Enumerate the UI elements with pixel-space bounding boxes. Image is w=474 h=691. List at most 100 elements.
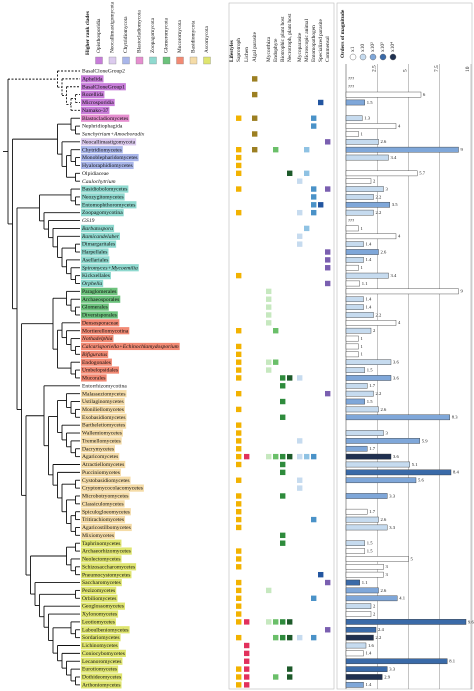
bar — [345, 398, 365, 405]
bar-value-label: 2.6 — [381, 517, 387, 522]
taxon-label: Neocallimastigomycota — [82, 139, 136, 145]
bar — [345, 430, 384, 436]
lifestyle-marker — [297, 438, 303, 444]
taxon-label: Tritirachiomycetes — [82, 517, 124, 523]
lifestyle-marker — [236, 390, 242, 397]
bar — [345, 406, 379, 413]
bar — [345, 146, 459, 153]
bar — [345, 390, 374, 397]
bar — [345, 272, 389, 279]
bar — [345, 115, 363, 122]
bar — [345, 201, 390, 208]
clade-highlight — [81, 578, 122, 587]
clade-highlight — [81, 618, 116, 626]
lifestyle-marker — [236, 634, 242, 641]
bar — [345, 249, 379, 255]
clade-highlight — [81, 272, 111, 280]
lifestyle-marker — [252, 76, 258, 82]
bar-value-label: 4.1 — [399, 596, 405, 601]
clade-highlight — [81, 374, 107, 382]
lifestyle-marker — [297, 634, 303, 641]
lifestyle-marker — [266, 304, 272, 310]
bar-value-label: 3.5 — [392, 202, 398, 207]
clade-highlight — [81, 453, 120, 461]
bar-value-label: 3.3 — [389, 666, 395, 671]
clade-highlight — [81, 232, 120, 240]
lifestyle-marker — [280, 414, 286, 420]
clade-highlight — [81, 311, 118, 319]
lifestyle-marker — [325, 280, 331, 287]
taxon-label: Bartheletiomycetes — [82, 423, 125, 429]
bar — [345, 154, 389, 161]
bar — [345, 445, 368, 452]
lifestyle-marker — [280, 532, 286, 539]
bar-value-label: 3.4 — [391, 155, 397, 160]
clade-highlight — [81, 146, 123, 154]
taxon-label: Dimargaritales — [82, 242, 115, 248]
clade-highlight — [81, 626, 130, 634]
taxon-label: Barbatospora — [82, 226, 113, 232]
lifestyle-marker — [236, 556, 242, 562]
bar-value-label: 2 — [373, 604, 376, 609]
clade-highlight — [81, 397, 125, 406]
lifestyle-marker — [244, 682, 250, 688]
lifestyle-marker — [311, 202, 317, 208]
clade-highlight — [81, 492, 130, 500]
lifestyle-marker — [304, 147, 310, 153]
clade-highlight — [81, 602, 125, 610]
bar-value-label: 3 — [386, 186, 389, 191]
taxon-label: Harpellales — [82, 250, 107, 256]
bar-value-label: 1.3 — [364, 116, 370, 121]
clade-highlight — [81, 334, 114, 343]
lifestyle-marker — [325, 186, 331, 192]
lifestyle-marker — [287, 634, 293, 641]
bar-value-label: 1.4 — [366, 682, 372, 687]
lifestyle-marker — [287, 666, 293, 672]
bar — [345, 99, 365, 106]
bar — [345, 603, 372, 609]
taxon-label: Chytridiomycetes — [82, 147, 122, 153]
lifestyle-marker — [236, 272, 242, 279]
lifestyle-marker — [297, 375, 303, 381]
lifestyle-marker — [236, 674, 242, 680]
lifestyle-marker — [318, 571, 324, 578]
bar-value-label: 2.6 — [381, 588, 387, 593]
bar-value-label: 2 — [373, 611, 376, 616]
bar-value-label: 3.4 — [391, 273, 397, 278]
lifestyle-marker — [280, 493, 286, 499]
taxon-label: Atractiellomycetes — [82, 462, 124, 468]
lifestyle-marker — [311, 516, 317, 523]
taxon-label: Namako-37 — [82, 108, 109, 114]
x-tick-label: 10 — [465, 66, 471, 72]
bar-value-label: 9 — [461, 289, 464, 294]
clade-highlight — [81, 531, 116, 539]
bar — [345, 556, 409, 562]
lifestyle-marker — [325, 139, 331, 145]
clade-label: Neocallimastigomycota — [110, 1, 116, 53]
taxon-label: Entomophthoromycetes — [82, 202, 135, 208]
magnitude-swatch — [379, 53, 387, 61]
bar-value-label: 1.5 — [367, 367, 373, 372]
bar-value-label: 2.2 — [376, 391, 382, 396]
bar-value-label: 2.2 — [376, 635, 382, 640]
bar — [345, 548, 365, 554]
taxon-label: Endogonales — [82, 360, 111, 366]
magnitude-label: x10² — [370, 42, 376, 52]
clade-highlight — [81, 476, 131, 484]
lifestyle-marker — [273, 619, 279, 625]
taxon-label: Saccharomycetes — [82, 580, 121, 586]
lifestyle-marker — [236, 453, 242, 460]
clade-highlight — [81, 500, 125, 508]
lifestyle-marker — [236, 564, 242, 570]
bar — [345, 131, 359, 137]
clade-highlight — [81, 413, 127, 421]
lifestyle-marker — [280, 461, 286, 468]
lifestyle-marker — [236, 516, 242, 523]
bar — [345, 320, 397, 326]
bar — [345, 264, 359, 271]
taxon-label: Kickxellales — [82, 273, 110, 279]
taxon-label: Calcarisporiella+Echinochlamydosporium — [82, 344, 179, 350]
taxon-label: Aphelida — [82, 76, 103, 82]
